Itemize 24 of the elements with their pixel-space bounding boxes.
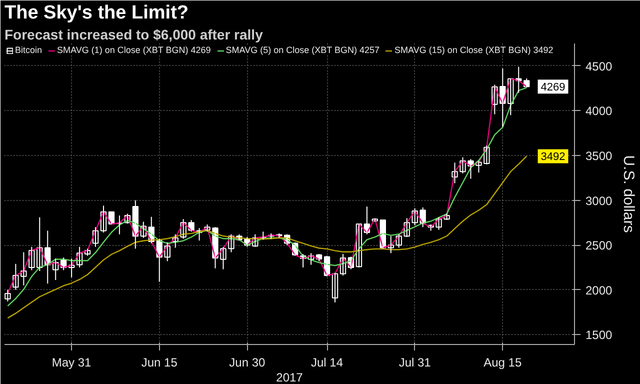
x-tick-label: Jul 14 xyxy=(311,356,344,370)
chart-title: The Sky's the Limit? xyxy=(4,2,188,24)
text: 4269 xyxy=(540,82,566,94)
legend-label: SMAVG (5) on Close (XBT BGN) 4257 xyxy=(226,45,380,55)
x-tick-label: Aug 15 xyxy=(484,356,522,370)
legend-label: SMAVG (1) on Close (XBT BGN) 4269 xyxy=(57,45,211,55)
y-tick-label: 1500 xyxy=(586,328,613,342)
x-axis-title: 2017 xyxy=(276,370,304,384)
legend-label: SMAVG (15) on Close (XBT BGN) 3492 xyxy=(394,45,554,55)
chart-subtitle: Forecast increased to $6,000 after rally xyxy=(4,26,264,42)
x-tick-label: Jun 30 xyxy=(229,356,266,370)
x-tick-label: May 31 xyxy=(52,356,92,370)
y-axis-title: U.S. dollars xyxy=(620,155,638,233)
x-tick-label: Jun 15 xyxy=(141,356,178,370)
y-tick-label: 4000 xyxy=(586,104,613,118)
legend-label: Bitcoin xyxy=(15,45,42,55)
y-tick-label: 3500 xyxy=(586,148,613,163)
y-tick-label: 3000 xyxy=(586,194,613,208)
line-series xyxy=(7,156,528,319)
x-tick-label: Jul 31 xyxy=(398,356,432,370)
y-tick-label: 2500 xyxy=(586,238,613,253)
text: 3492 xyxy=(540,151,566,164)
y-tick-label: 2000 xyxy=(586,283,613,298)
y-tick-label: 4500 xyxy=(586,59,613,74)
